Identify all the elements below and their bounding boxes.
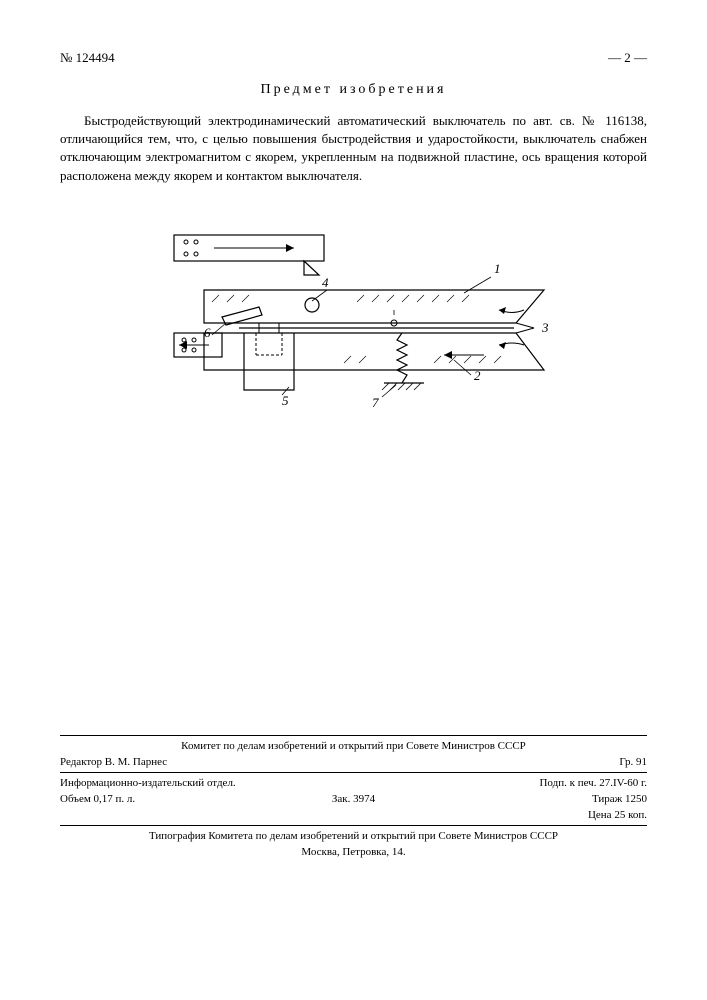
footer-section: Комитет по делам изобретений и открытий …	[60, 733, 647, 860]
patent-diagram: 1 2 3 4 5 6 7	[144, 215, 564, 435]
svg-text:2: 2	[474, 368, 481, 383]
subject-title: Предмет изобретения	[60, 82, 647, 98]
svg-text:6: 6	[204, 325, 211, 340]
footer-price: Цена 25 коп.	[588, 809, 647, 821]
patent-number: № 124494	[60, 50, 115, 66]
footer-dept: Информационно-издательский отдел.	[60, 777, 236, 789]
body-text: Быстродействующий электродинамический ав…	[60, 112, 647, 185]
svg-text:3: 3	[541, 320, 549, 335]
footer-group: Гр. 91	[619, 756, 647, 768]
figure-container: 1 2 3 4 5 6 7	[60, 215, 647, 435]
svg-text:5: 5	[282, 393, 289, 408]
footer-pubdate: Подп. к печ. 27.IV-60 г.	[539, 777, 647, 789]
page-number: — 2 —	[608, 50, 647, 66]
footer-address: Москва, Петровка, 14.	[60, 844, 647, 860]
footer-committee: Комитет по делам изобретений и открытий …	[60, 738, 647, 754]
footer-order: Зак. 3974	[256, 793, 452, 805]
svg-text:4: 4	[322, 275, 329, 290]
footer-typography: Типография Комитета по делам изобретений…	[60, 828, 647, 844]
footer-editor: Редактор В. М. Парнес	[60, 756, 167, 768]
footer-tirage: Тираж 1250	[451, 793, 647, 805]
svg-text:7: 7	[372, 395, 379, 410]
svg-text:1: 1	[494, 261, 501, 276]
footer-volume: Объем 0,17 п. л.	[60, 793, 256, 805]
